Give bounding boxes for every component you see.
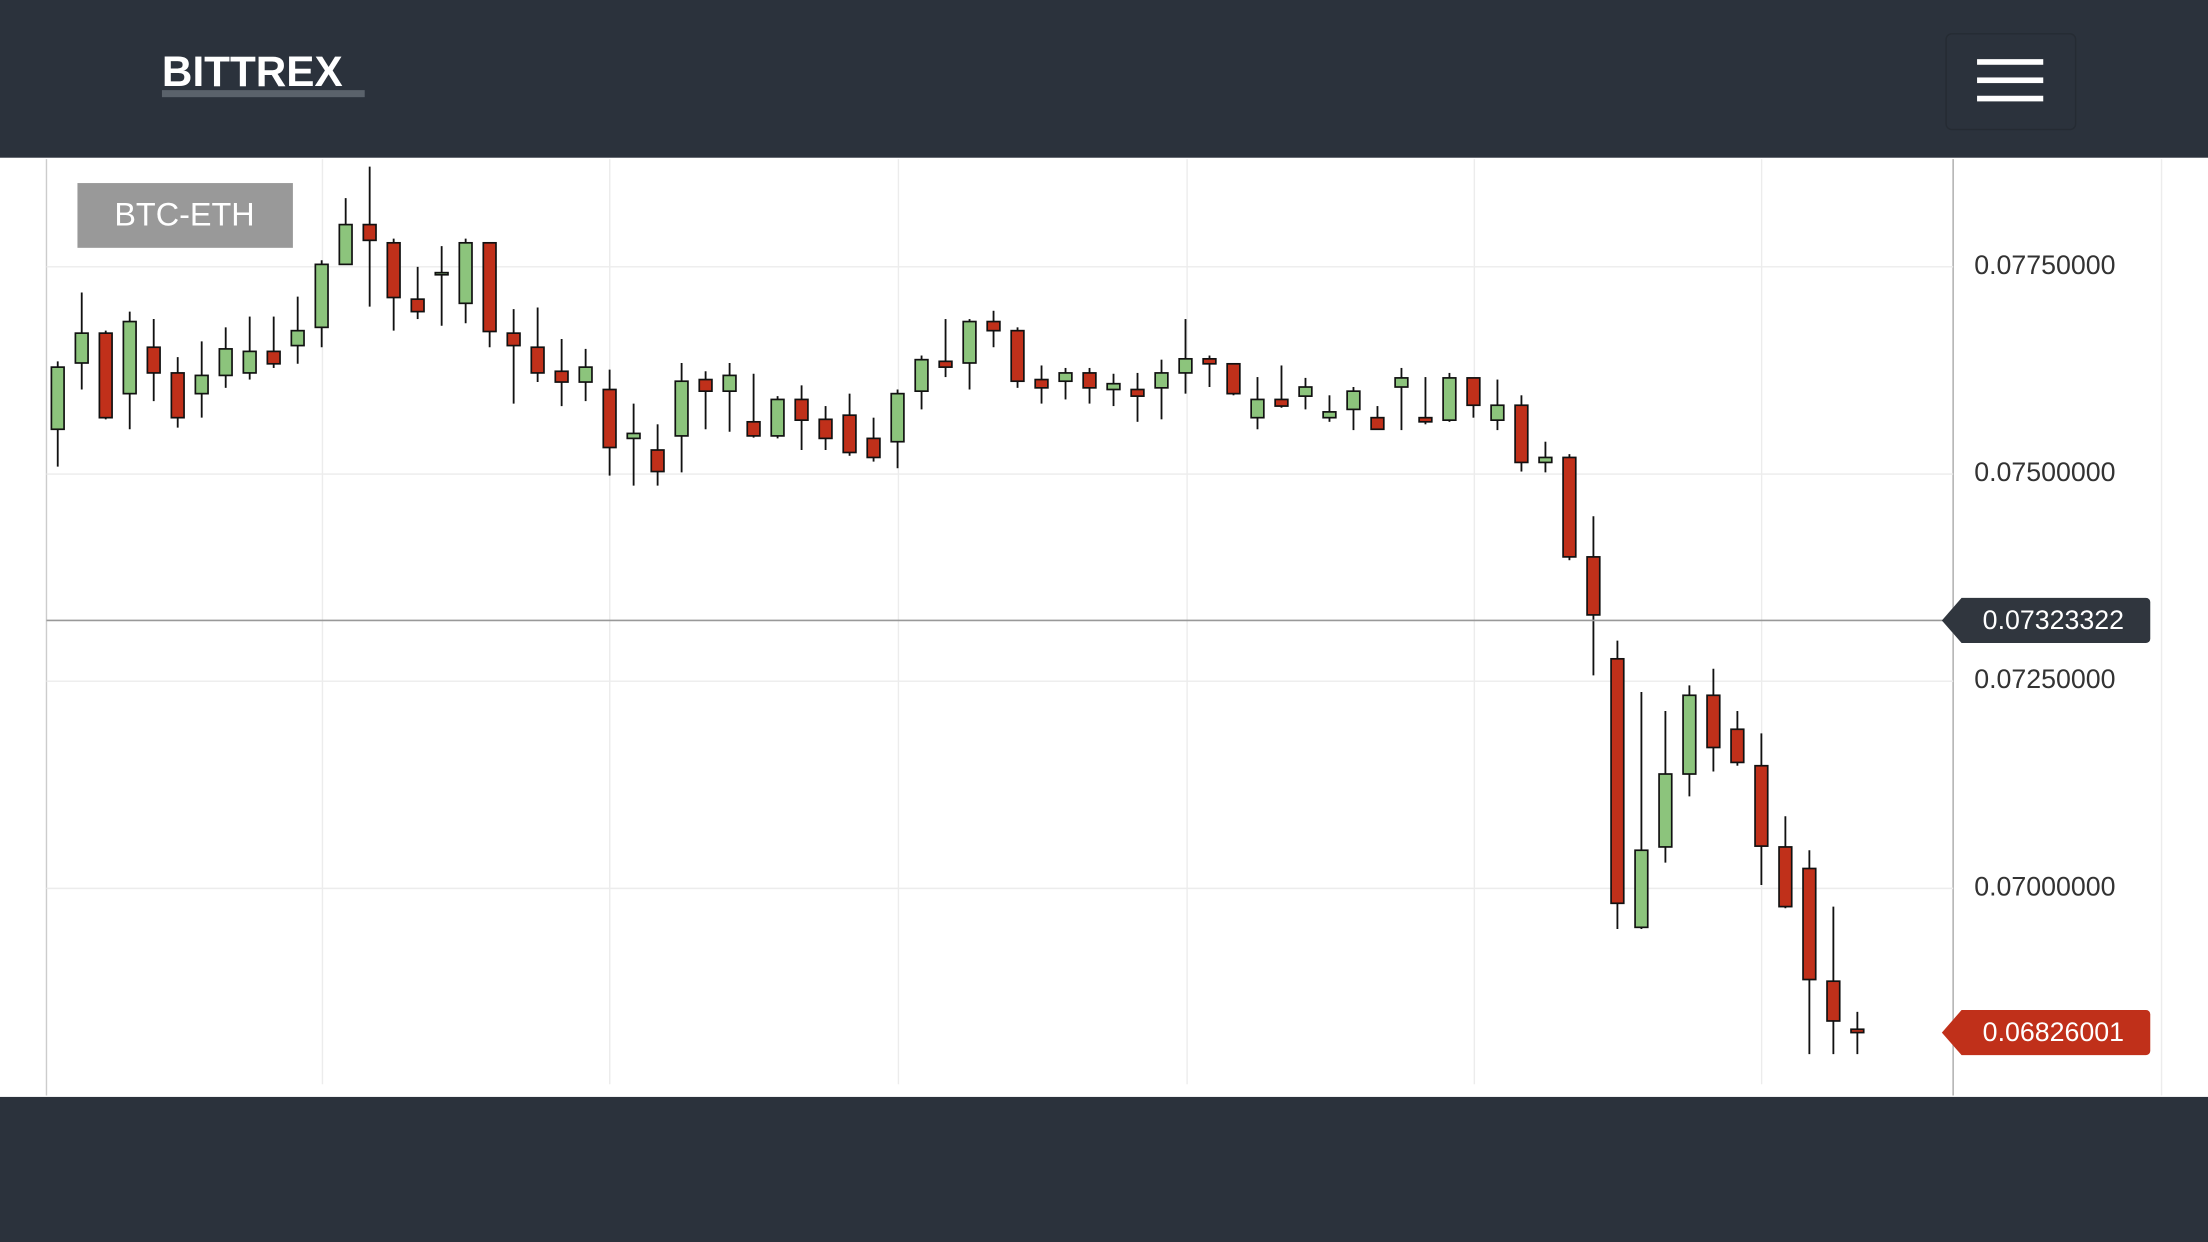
candle-body: [1106, 382, 1121, 391]
candle-body: [338, 223, 353, 266]
footer-bar: [0, 1096, 2208, 1242]
candle-body: [530, 346, 545, 374]
menu-line: [1977, 77, 2044, 84]
candle-body: [74, 332, 89, 364]
candle-body: [1658, 773, 1673, 848]
candle-body: [1274, 398, 1289, 407]
candle-body: [434, 271, 449, 276]
candle-body: [746, 420, 761, 437]
candle-body: [1778, 846, 1793, 908]
candle-body: [1394, 377, 1409, 388]
candle-body: [1178, 357, 1193, 374]
candle-body: [386, 241, 401, 299]
candle-body: [1490, 404, 1505, 422]
menu-button[interactable]: [1945, 33, 2077, 131]
candle-body: [914, 358, 929, 393]
candle-body: [554, 370, 569, 383]
candle-body: [866, 437, 881, 459]
brand-logo[interactable]: BITTREX: [162, 48, 343, 95]
candle-body: [1346, 390, 1361, 411]
candle-body: [1586, 556, 1601, 616]
logo-underline: [161, 90, 365, 98]
candle-body: [1130, 388, 1145, 397]
price-tag: [1941, 1010, 2151, 1056]
candle-body: [266, 350, 281, 365]
candle-body: [1202, 357, 1217, 365]
menu-line: [1977, 95, 2044, 102]
candle-body: [842, 414, 857, 454]
candle-body: [1826, 980, 1841, 1022]
candle-body: [890, 392, 905, 443]
candle-body: [314, 263, 329, 329]
candle-body: [1802, 867, 1817, 981]
candle-body: [458, 241, 473, 305]
candle-body: [1466, 377, 1481, 407]
candle-body: [818, 418, 833, 440]
candle-body: [50, 366, 65, 431]
price-tag-label: 0.07323322: [1983, 605, 2124, 635]
candle-body: [1610, 657, 1625, 905]
candle-body: [1754, 764, 1769, 847]
y-tick-label: 0.07000000: [1974, 871, 2115, 901]
candle-body: [962, 320, 977, 364]
candle-body: [1514, 404, 1529, 464]
candle-body: [218, 348, 233, 377]
candle-body: [602, 388, 617, 449]
candle-body: [1706, 694, 1721, 749]
candle-body: [1154, 372, 1169, 389]
candle-body: [1682, 694, 1697, 775]
plot: 0.07000000 0.07250000 0.07500000 0.07750000…: [46, 166, 2151, 1056]
candle-body: [410, 298, 425, 313]
header-bar: [0, 0, 2208, 158]
candle-body: [194, 374, 209, 395]
candle-body: [1418, 416, 1433, 423]
candle-body: [1058, 372, 1073, 383]
candle-body: [290, 329, 305, 347]
candle-body: [98, 332, 113, 419]
price-tag-label: 0.06826001: [1983, 1017, 2124, 1047]
candle-body: [146, 346, 161, 374]
candle-body: [1850, 1028, 1865, 1034]
candle-body: [122, 320, 137, 395]
price-tag: [1941, 597, 2151, 643]
candle-body: [1562, 456, 1577, 558]
candle-body: [506, 332, 521, 347]
candle-body: [578, 366, 593, 383]
candle-body: [482, 241, 497, 333]
candle-body: [770, 398, 785, 437]
chart-area: [0, 157, 2208, 1097]
candle-body: [1370, 416, 1385, 431]
candle-body: [986, 320, 1001, 332]
candle-body: [794, 398, 809, 422]
menu-line: [1977, 59, 2044, 65]
candle-body: [938, 360, 953, 368]
candle-body: [698, 378, 713, 393]
candle-body: [674, 380, 689, 437]
candle-body: [1034, 378, 1049, 389]
candle-body: [242, 350, 257, 374]
candle-body: [1226, 362, 1241, 395]
candle-body: [1442, 377, 1457, 422]
y-tick-label: 0.07750000: [1974, 250, 2115, 280]
symbol-badge[interactable]: [77, 183, 293, 248]
candle-body: [1250, 398, 1265, 419]
candle-body: [1634, 849, 1649, 929]
candle-body: [722, 374, 737, 393]
candle-body: [362, 223, 377, 242]
candle-body: [1082, 372, 1097, 389]
y-tick-label: 0.07500000: [1974, 457, 2115, 487]
candle-body: [1322, 411, 1337, 419]
candle-body: [1730, 728, 1745, 764]
symbol-label: BTC-ETH: [114, 196, 254, 232]
y-tick-label: 0.07250000: [1974, 664, 2115, 694]
candle-body: [1010, 329, 1025, 383]
candle-body: [170, 372, 185, 419]
candle-body: [1298, 386, 1313, 397]
candle-body: [650, 449, 665, 473]
candle-body: [626, 432, 641, 440]
candle-body: [1538, 456, 1553, 464]
